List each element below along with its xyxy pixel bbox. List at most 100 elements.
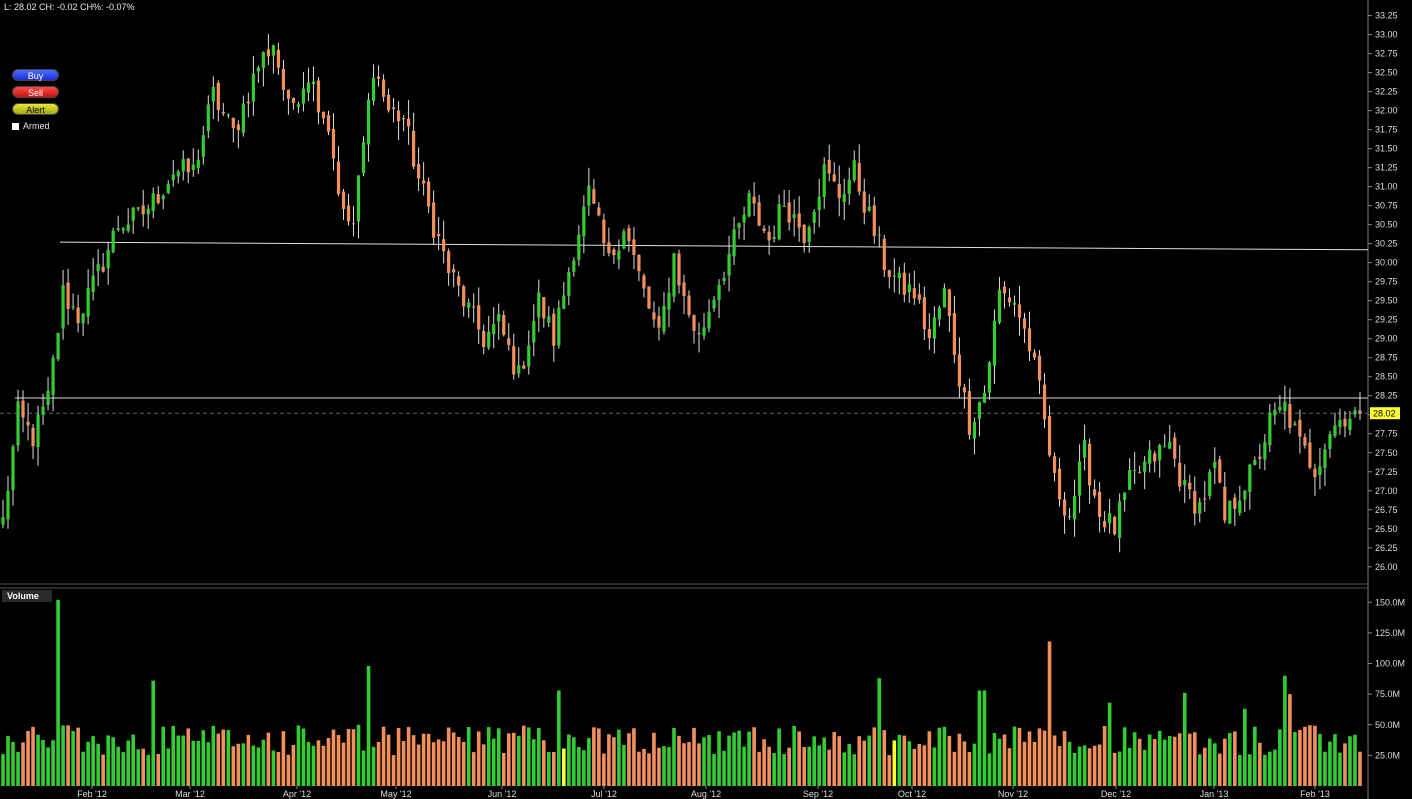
candle-body bbox=[412, 130, 416, 167]
volume-bar bbox=[1192, 732, 1197, 786]
candle-body bbox=[767, 231, 771, 241]
candle-body bbox=[937, 307, 941, 320]
candle-body bbox=[487, 331, 491, 348]
candle-body bbox=[582, 206, 586, 237]
candle-body bbox=[832, 174, 836, 182]
volume-bar bbox=[491, 738, 496, 786]
volume-bar bbox=[411, 735, 416, 786]
volume-bar bbox=[672, 727, 676, 786]
volume-bar bbox=[927, 731, 932, 786]
candle-body bbox=[782, 205, 786, 207]
candle-body bbox=[467, 302, 471, 308]
buy-button[interactable]: Buy bbox=[12, 69, 59, 81]
volume-bar bbox=[1243, 708, 1247, 786]
candle-body bbox=[1047, 415, 1052, 456]
volume-bar bbox=[86, 741, 90, 786]
candle-body bbox=[637, 254, 641, 272]
time-tick-label: Aug '12 bbox=[691, 789, 721, 799]
candle-body bbox=[802, 224, 806, 244]
candle-body bbox=[291, 97, 296, 103]
volume-bar bbox=[456, 736, 461, 786]
candle-body bbox=[777, 204, 781, 239]
armed-label: Armed bbox=[23, 121, 50, 131]
candle-body bbox=[897, 272, 901, 279]
volume-bar bbox=[46, 747, 50, 786]
candle-body bbox=[1263, 442, 1267, 460]
candle-body bbox=[1308, 442, 1312, 468]
volume-bar bbox=[1122, 727, 1127, 786]
candle-body bbox=[462, 286, 466, 307]
candle-body bbox=[306, 82, 311, 93]
volume-bar bbox=[61, 725, 65, 786]
candle-body bbox=[1218, 459, 1222, 483]
volume-bar bbox=[832, 732, 837, 786]
candle-body bbox=[191, 164, 195, 170]
volume-bar bbox=[1228, 733, 1232, 786]
volume-bar bbox=[121, 752, 125, 786]
volume-bar bbox=[1177, 733, 1182, 786]
candle-body bbox=[1123, 492, 1127, 500]
candle-body bbox=[81, 313, 85, 324]
armed-checkbox[interactable] bbox=[12, 122, 19, 130]
volume-bar bbox=[531, 739, 536, 786]
candle-body bbox=[737, 223, 741, 228]
volume-bar bbox=[1353, 734, 1357, 786]
candle-body bbox=[997, 289, 1002, 323]
volume-bar bbox=[6, 735, 10, 786]
sell-button[interactable]: Sell bbox=[12, 86, 59, 98]
candle-body bbox=[1118, 501, 1122, 538]
volume-bar bbox=[547, 751, 551, 786]
candle-body bbox=[166, 183, 170, 193]
volume-bar bbox=[361, 750, 366, 786]
candle-body bbox=[822, 164, 826, 198]
candle-body bbox=[962, 387, 967, 393]
volume-bar bbox=[131, 734, 135, 786]
candle-body bbox=[1098, 491, 1102, 517]
candle-body bbox=[612, 249, 616, 256]
candle-body bbox=[712, 299, 716, 309]
volume-bar bbox=[271, 750, 276, 786]
candle-body bbox=[276, 49, 281, 68]
candle-body bbox=[56, 332, 60, 360]
volume-bar bbox=[1152, 739, 1157, 786]
candle-body bbox=[1113, 516, 1117, 535]
candle-body bbox=[256, 67, 260, 72]
candle-body bbox=[932, 317, 936, 339]
candle-body bbox=[652, 312, 656, 320]
volume-bar bbox=[647, 753, 651, 786]
price-tick-label: 26.25 bbox=[1375, 543, 1398, 553]
candle-body bbox=[912, 288, 916, 299]
alert-button[interactable]: Alert bbox=[12, 103, 59, 115]
candle-body bbox=[472, 306, 476, 308]
candle-body bbox=[251, 73, 255, 102]
candle-body bbox=[371, 77, 376, 101]
volume-bar bbox=[91, 736, 95, 786]
volume-bar bbox=[1318, 733, 1322, 786]
candle-body bbox=[1243, 490, 1247, 500]
volume-bar bbox=[11, 741, 15, 786]
candle-body bbox=[66, 282, 70, 309]
armed-toggle[interactable]: Armed bbox=[12, 121, 50, 131]
candle-body bbox=[366, 99, 371, 145]
volume-bar bbox=[321, 745, 326, 786]
volume-bar bbox=[887, 755, 892, 786]
candle-body bbox=[1283, 401, 1287, 412]
volume-bar bbox=[912, 748, 917, 786]
candle-body bbox=[116, 228, 120, 231]
volume-bar bbox=[476, 731, 481, 786]
candle-body bbox=[1298, 419, 1302, 437]
price-tick-label: 26.00 bbox=[1375, 562, 1398, 572]
volume-bar bbox=[1293, 731, 1297, 786]
candle-body bbox=[497, 313, 501, 322]
volume-bar bbox=[501, 752, 506, 786]
candle-body bbox=[502, 315, 506, 335]
price-tick-label: 33.00 bbox=[1375, 30, 1398, 40]
candle-body bbox=[1293, 423, 1297, 426]
volume-bar bbox=[1308, 725, 1312, 786]
volume-bar bbox=[1127, 747, 1132, 786]
price-tick-label: 30.00 bbox=[1375, 258, 1398, 268]
candle-body bbox=[26, 421, 30, 426]
candle-body bbox=[1258, 456, 1262, 459]
candle-body bbox=[542, 297, 546, 319]
volume-bar bbox=[652, 732, 656, 786]
